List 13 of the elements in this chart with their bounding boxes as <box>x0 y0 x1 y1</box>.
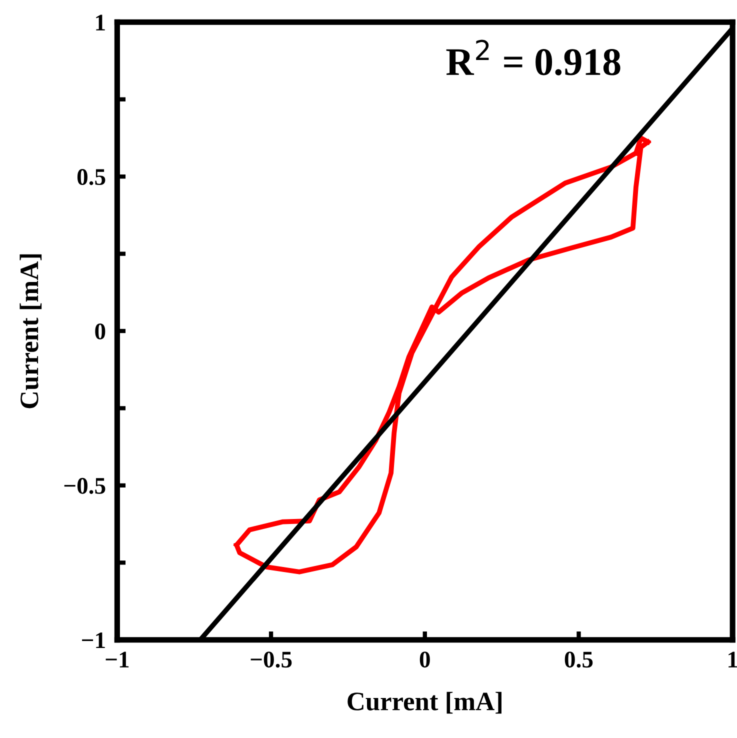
x-tick-label: 0.5 <box>564 652 593 668</box>
y-axis-title: Current [mA] <box>20 254 42 408</box>
x-tick-label: −0.5 <box>250 652 292 668</box>
x-axis-title: Current [mA] <box>348 692 502 714</box>
x-tick-label: −1 <box>106 652 129 668</box>
x-tick-label: 0 <box>420 652 430 668</box>
annotation: R$^{2}$ = 0.918 <box>446 40 620 76</box>
y-tick-label: −0.5 <box>64 478 106 494</box>
y-tick-label: 0 <box>95 323 106 340</box>
y-tick-label: 1 <box>96 14 105 30</box>
y-tick-label: 0.5 <box>77 169 106 186</box>
x-tick-label: 1 <box>728 652 737 668</box>
y-tick-label: −1 <box>82 632 105 648</box>
